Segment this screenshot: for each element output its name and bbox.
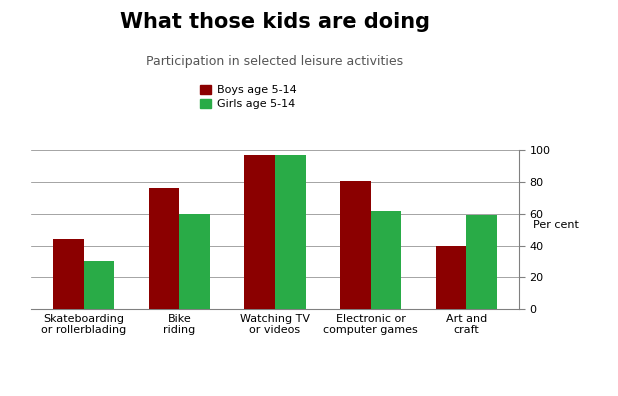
Bar — [340, 181, 371, 309]
Bar — [467, 215, 497, 309]
Bar — [436, 246, 467, 309]
Text: Participation in selected leisure activities: Participation in selected leisure activi… — [146, 55, 404, 69]
Bar — [371, 211, 401, 309]
Text: What those kids are doing: What those kids are doing — [120, 12, 430, 32]
Bar — [53, 239, 83, 309]
Bar — [83, 261, 114, 309]
Bar — [179, 214, 210, 309]
Bar — [275, 155, 306, 309]
Bar — [149, 188, 179, 309]
Bar — [244, 155, 275, 309]
Y-axis label: Per cent: Per cent — [533, 220, 579, 230]
Legend: Boys age 5-14, Girls age 5-14: Boys age 5-14, Girls age 5-14 — [200, 85, 297, 109]
